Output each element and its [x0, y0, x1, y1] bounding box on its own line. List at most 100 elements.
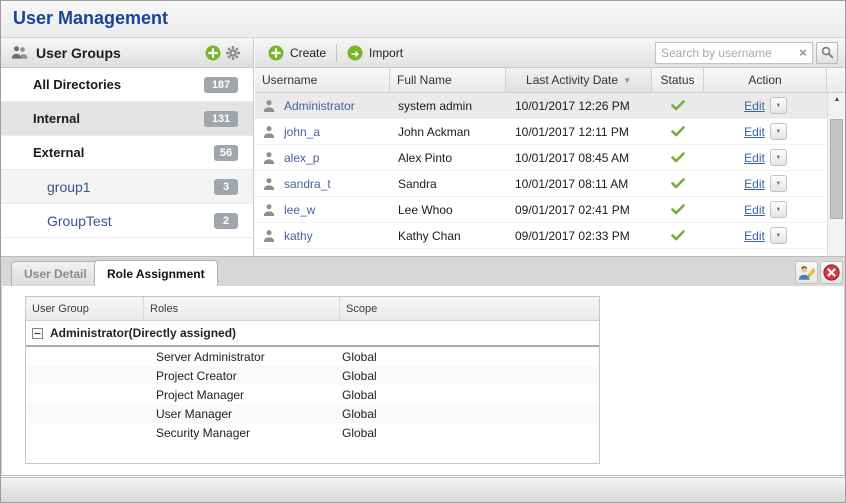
column-header-fullname[interactable]: Full Name: [390, 68, 506, 92]
search-icon: [821, 46, 833, 59]
role-row[interactable]: Security Manager Global: [26, 423, 599, 442]
edit-user-icon: [799, 265, 815, 280]
gear-icon: [226, 45, 240, 60]
role-scope: Global: [342, 406, 377, 421]
edit-dropdown-button[interactable]: ▼: [769, 123, 787, 140]
column-header-scope: Scope: [346, 302, 378, 315]
edit-link[interactable]: Edit: [744, 124, 765, 139]
status-active-icon: [671, 100, 685, 111]
create-button[interactable]: Create: [263, 42, 331, 64]
import-button[interactable]: Import: [342, 42, 408, 64]
scroll-up-icon[interactable]: ▲: [833, 96, 841, 103]
role-scope: Global: [342, 368, 377, 383]
last-activity-cell: 10/01/2017 08:11 AM: [515, 176, 629, 191]
fullname-cell: John Ackman: [398, 124, 471, 139]
column-header-action[interactable]: Action: [704, 68, 827, 92]
user-row-sandra-t[interactable]: sandra_t Sandra 10/01/2017 08:11 AM Edit…: [255, 171, 827, 197]
username-link[interactable]: sandra_t: [284, 176, 331, 191]
count-badge: 187: [204, 76, 238, 93]
collapse-icon[interactable]: [32, 327, 43, 339]
sidebar-item-internal[interactable]: Internal 131: [1, 102, 253, 136]
add-group-button[interactable]: [203, 43, 223, 63]
user-row-john-a[interactable]: john_a John Ackman 10/01/2017 12:11 PM E…: [255, 119, 827, 145]
edit-user-button[interactable]: [795, 261, 818, 284]
user-row-administrator[interactable]: Administrator system admin 10/01/2017 12…: [255, 93, 827, 119]
role-name: Security Manager: [156, 425, 251, 440]
edit-link[interactable]: Edit: [744, 98, 765, 113]
sidebar-item-external[interactable]: External 56: [1, 136, 253, 170]
status-active-icon: [671, 204, 685, 215]
column-header-spacer: [827, 68, 845, 92]
role-row[interactable]: User Manager Global: [26, 404, 599, 423]
fullname-cell: Kathy Chan: [398, 228, 461, 243]
person-icon: [263, 151, 275, 164]
tab-role-assignment[interactable]: Role Assignment: [94, 260, 218, 286]
sidebar-item-all-directories[interactable]: All Directories 187: [1, 68, 253, 102]
column-header-user-group: User Group: [26, 297, 144, 320]
last-activity-cell: 10/01/2017 08:45 AM: [515, 150, 630, 165]
fullname-cell: Lee Whoo: [398, 202, 453, 217]
status-active-icon: [671, 126, 685, 137]
edit-dropdown-button[interactable]: ▼: [769, 97, 787, 114]
detail-tab-strip: User Detail Role Assignment: [1, 256, 845, 286]
edit-dropdown-button[interactable]: ▼: [769, 201, 787, 218]
person-icon: [263, 99, 275, 112]
role-row[interactable]: Project Manager Global: [26, 385, 599, 404]
column-header-status[interactable]: Status: [652, 68, 704, 92]
column-header-username[interactable]: Username: [255, 68, 390, 92]
search-clear-icon[interactable]: ×: [799, 44, 807, 60]
user-row-lee-w[interactable]: lee_w Lee Whoo 09/01/2017 02:41 PM Edit ▼: [255, 197, 827, 223]
role-table: User Group Roles Scope Administrator(Dir…: [25, 296, 600, 464]
edit-link[interactable]: Edit: [744, 150, 765, 165]
person-icon: [263, 229, 275, 242]
toolbar-separator: [336, 43, 338, 62]
scrollbar-thumb[interactable]: [830, 119, 843, 219]
title-bar: User Management: [1, 1, 845, 38]
sidebar-item-grouptest[interactable]: GroupTest 2: [1, 204, 253, 238]
count-badge: 3: [214, 178, 238, 195]
column-header-last-activity[interactable]: Last Activity Date ▼: [506, 68, 652, 92]
role-row[interactable]: Server Administrator Global: [26, 347, 599, 366]
fullname-cell: Alex Pinto: [398, 150, 453, 165]
sidebar-item-group1[interactable]: group1 3: [1, 170, 253, 204]
status-active-icon: [671, 178, 685, 189]
role-name: Server Administrator: [156, 349, 265, 364]
column-header-roles: Roles: [144, 297, 340, 320]
close-icon: [823, 264, 840, 281]
search-button[interactable]: [816, 41, 838, 64]
close-panel-button[interactable]: [820, 261, 843, 284]
last-activity-cell: 09/01/2017 02:41 PM: [515, 202, 630, 217]
tab-user-detail[interactable]: User Detail: [11, 261, 100, 286]
status-active-icon: [671, 230, 685, 241]
username-link[interactable]: john_a: [284, 124, 321, 139]
edit-link[interactable]: Edit: [744, 202, 765, 217]
username-link[interactable]: lee_w: [284, 202, 316, 217]
role-row[interactable]: Project Creator Global: [26, 366, 599, 385]
vertical-scrollbar[interactable]: ▲: [827, 93, 845, 256]
status-bar: [1, 477, 845, 502]
edit-dropdown-button[interactable]: ▼: [769, 227, 787, 244]
role-scope: Global: [342, 349, 377, 364]
plus-circle-icon: [268, 45, 284, 60]
user-row-alex-p[interactable]: alex_p Alex Pinto 10/01/2017 08:45 AM Ed…: [255, 145, 827, 171]
users-grid-panel: Create Import ×: [255, 38, 845, 256]
edit-link[interactable]: Edit: [744, 228, 765, 243]
username-link[interactable]: alex_p: [284, 150, 320, 165]
group-settings-button[interactable]: [223, 43, 243, 63]
role-group-label: Administrator(Directly assigned): [50, 326, 237, 340]
edit-dropdown-button[interactable]: ▼: [769, 175, 787, 192]
user-row-kathy[interactable]: kathy Kathy Chan 09/01/2017 02:33 PM Edi…: [255, 223, 827, 249]
edit-link[interactable]: Edit: [744, 176, 765, 191]
username-link[interactable]: kathy: [284, 228, 313, 243]
edit-dropdown-button[interactable]: ▼: [769, 149, 787, 166]
count-badge: 56: [214, 144, 238, 161]
users-toolbar: Create Import ×: [255, 38, 845, 68]
users-grid-header: Username Full Name Last Activity Date ▼ …: [255, 68, 845, 93]
role-scope: Global: [342, 425, 377, 440]
last-activity-cell: 10/01/2017 12:26 PM: [515, 98, 630, 113]
search-input[interactable]: [656, 45, 794, 60]
users-grid-body: Administrator system admin 10/01/2017 12…: [255, 93, 827, 256]
username-link[interactable]: Administrator: [284, 98, 355, 113]
role-scope: Global: [342, 387, 377, 402]
count-badge: 131: [204, 110, 238, 127]
